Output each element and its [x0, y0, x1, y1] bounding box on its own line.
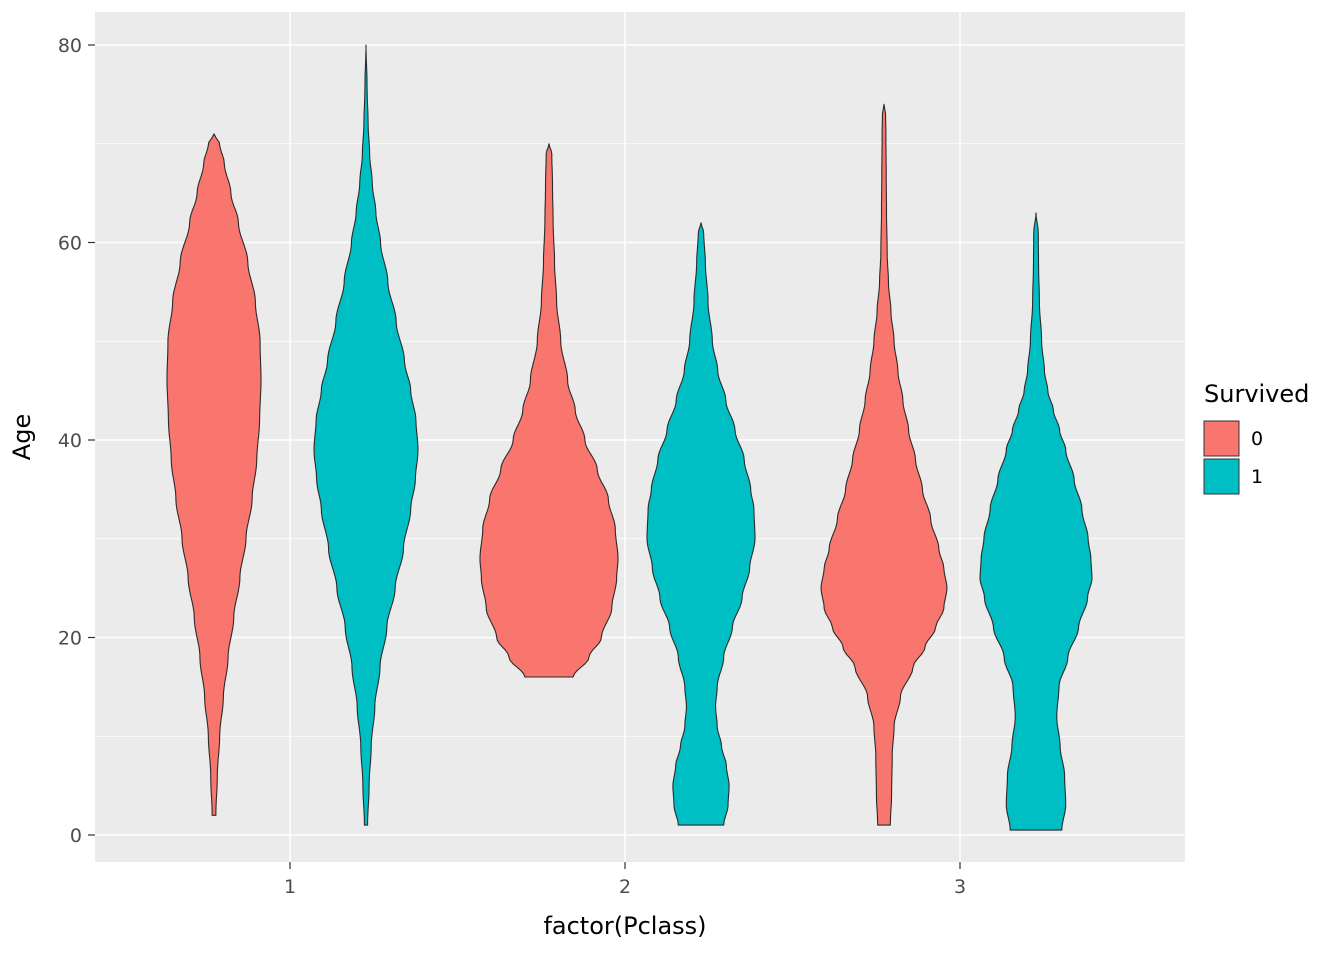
violin-pclass2-survived1	[646, 222, 756, 826]
y-tick-label: 60	[58, 233, 82, 255]
plot-panel	[95, 12, 1185, 862]
x-tick-label: 3	[954, 876, 966, 898]
violin-pclass1-survived0	[166, 133, 262, 816]
gridlines-major	[95, 12, 1185, 862]
violin-pclass1-survived1	[313, 44, 419, 826]
violin-pclass3-survived1	[979, 212, 1093, 831]
legend-key-survived-1	[1203, 458, 1240, 495]
violin-pclass3-survived0	[820, 103, 948, 826]
violin-pclass2-survived0	[479, 143, 619, 678]
y-tick-label: 40	[58, 430, 82, 452]
x-tick-label: 2	[619, 876, 631, 898]
legend-title: Survived	[1204, 380, 1309, 408]
y-axis-title: Age	[8, 414, 36, 460]
legend: Survived 0 1	[1203, 380, 1309, 495]
violin-group	[166, 44, 1093, 831]
legend-key-survived-0	[1203, 420, 1240, 457]
gridlines-minor	[95, 143, 1185, 737]
x-tick-label: 1	[284, 876, 296, 898]
legend-label-survived-1: 1	[1251, 466, 1263, 488]
y-tick-label: 80	[58, 35, 82, 57]
x-axis: 1 2 3	[284, 862, 966, 898]
y-tick-label: 0	[70, 825, 82, 847]
y-axis: 0 20 40 60 80	[58, 35, 95, 847]
legend-label-survived-0: 0	[1251, 428, 1263, 450]
y-tick-label: 20	[58, 628, 82, 650]
x-axis-title: factor(Pclass)	[543, 912, 706, 940]
